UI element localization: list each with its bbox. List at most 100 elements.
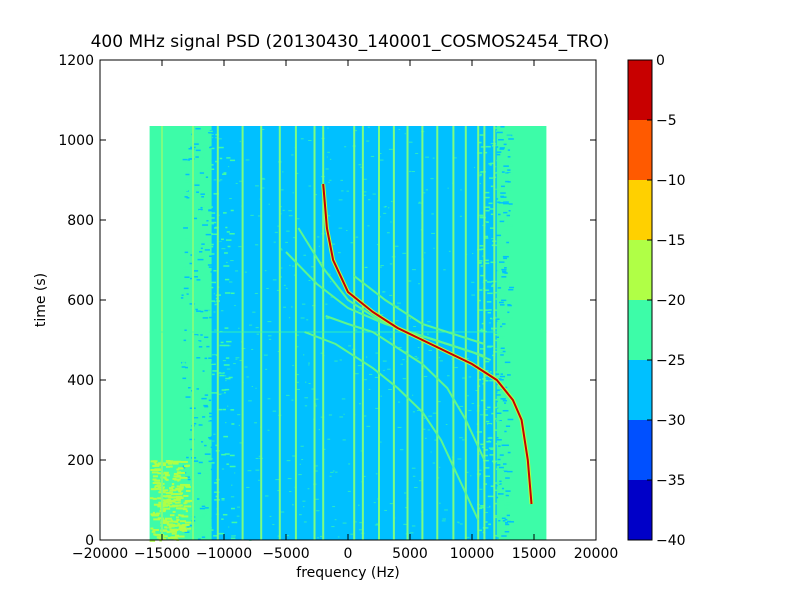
heatmap-speckle: [457, 458, 462, 460]
heatmap-speckle: [382, 360, 387, 362]
heatmap-speckle: [211, 222, 215, 225]
heatmap-speckle: [164, 520, 172, 523]
heatmap-speckle: [375, 473, 378, 475]
heatmap-speckle: [478, 480, 482, 482]
heatmap-speckle: [480, 265, 483, 267]
heatmap-speckle: [202, 145, 207, 148]
heatmap-speckle: [494, 127, 498, 129]
heatmap-speckle: [337, 252, 341, 254]
heatmap-speckle: [507, 311, 510, 314]
heatmap-speckle: [507, 520, 511, 523]
heatmap-speckle: [504, 508, 509, 511]
heatmap-speckle: [498, 301, 504, 304]
heatmap-speckle: [168, 526, 172, 529]
heatmap-speckle: [495, 336, 499, 338]
heatmap-speckle: [499, 480, 502, 483]
heatmap-speckle: [498, 483, 502, 485]
heatmap-speckle: [225, 296, 230, 298]
heatmap-speckle: [499, 337, 503, 339]
x-tick-label: 20000: [574, 546, 619, 562]
heatmap-speckle: [483, 502, 490, 505]
heatmap-speckle: [508, 377, 514, 380]
heatmap-speckle: [499, 220, 505, 223]
heatmap-speckle: [201, 232, 208, 234]
heatmap-speckle: [204, 507, 209, 509]
heatmap-speckle: [289, 264, 291, 266]
heatmap-speckle: [491, 153, 494, 156]
heatmap-speckle: [228, 463, 232, 465]
heatmap-speckle: [215, 489, 218, 491]
heatmap-speckle: [494, 515, 501, 517]
heatmap-speckle: [491, 528, 496, 531]
heatmap-speckle: [263, 354, 268, 356]
heatmap-speckle: [210, 232, 213, 235]
heatmap-speckle: [150, 527, 154, 530]
heatmap-speckle: [486, 346, 492, 348]
heatmap-speckle: [167, 462, 173, 465]
heatmap-speckle: [180, 524, 184, 527]
heatmap-speckle: [409, 318, 411, 320]
heatmap-speckle: [214, 491, 220, 493]
heatmap-speckle: [497, 464, 501, 466]
heatmap-speckle: [462, 377, 466, 379]
heatmap-speckle: [421, 428, 426, 430]
heatmap-speckle: [503, 210, 506, 212]
heatmap-speckle: [495, 502, 500, 505]
heatmap-speckle: [178, 471, 186, 474]
heatmap-speckle: [160, 520, 167, 523]
heatmap-speckle: [186, 291, 191, 294]
heatmap-speckle: [223, 301, 229, 303]
heatmap-speckle: [204, 249, 210, 251]
heatmap-speckle: [331, 526, 335, 528]
heatmap-speckle: [497, 184, 502, 186]
heatmap-speckle: [499, 514, 503, 517]
heatmap-speckle: [229, 465, 236, 468]
heatmap-speckle: [467, 395, 469, 397]
heatmap-speckle: [183, 227, 188, 229]
heatmap-speckle: [507, 432, 511, 435]
heatmap-speckle: [489, 210, 493, 212]
heatmap-speckle: [208, 526, 212, 529]
heatmap-speckle: [216, 503, 222, 506]
heatmap-speckle: [485, 379, 489, 382]
main-signal-trace: [322, 183, 533, 505]
heatmap-speckle: [506, 230, 510, 232]
colorbar-segment: [628, 360, 652, 420]
heatmap-speckle: [222, 513, 228, 516]
heatmap-speckle: [504, 221, 508, 223]
heatmap-speckle: [496, 420, 500, 422]
heatmap-speckle: [477, 299, 481, 302]
heatmap-speckle: [502, 318, 507, 321]
heatmap-speckle: [208, 420, 214, 422]
heatmap-speckle: [354, 130, 358, 132]
heatmap-speckle: [479, 252, 485, 255]
heatmap-speckle: [367, 126, 370, 128]
heatmap-speckle: [231, 157, 235, 159]
heatmap-speckle: [272, 410, 277, 412]
heatmap-speckle: [209, 255, 215, 258]
heatmap-speckle: [192, 335, 198, 337]
colorbar-tick-label: −40: [656, 533, 686, 549]
heatmap-speckle: [479, 174, 482, 176]
heatmap-speckle: [209, 375, 212, 377]
heatmap-speckle: [206, 179, 211, 181]
heatmap-speckle: [355, 236, 359, 238]
heatmap-speckle: [408, 141, 413, 143]
heatmap-speckle: [384, 509, 388, 511]
heatmap-speckle: [502, 400, 508, 402]
heatmap-speckle: [465, 358, 469, 360]
heatmap-speckle: [478, 175, 482, 177]
heatmap-speckle: [507, 391, 514, 393]
heatmap-speckle: [479, 414, 484, 416]
heatmap-speckle: [486, 301, 492, 303]
y-axis-ticks: 0 200 400 600 800 1000 1200: [58, 53, 596, 549]
colorbar-tick-label: −20: [656, 293, 686, 309]
heatmap-speckle: [479, 134, 484, 136]
heatmap-speckle: [488, 523, 492, 526]
heatmap-speckle: [227, 166, 230, 168]
heatmap-speckle: [477, 471, 484, 474]
heatmap-speckle: [186, 405, 191, 408]
heatmap-speckle: [202, 513, 207, 516]
heatmap-speckle: [462, 439, 465, 441]
heatmap-speckle: [504, 518, 508, 521]
